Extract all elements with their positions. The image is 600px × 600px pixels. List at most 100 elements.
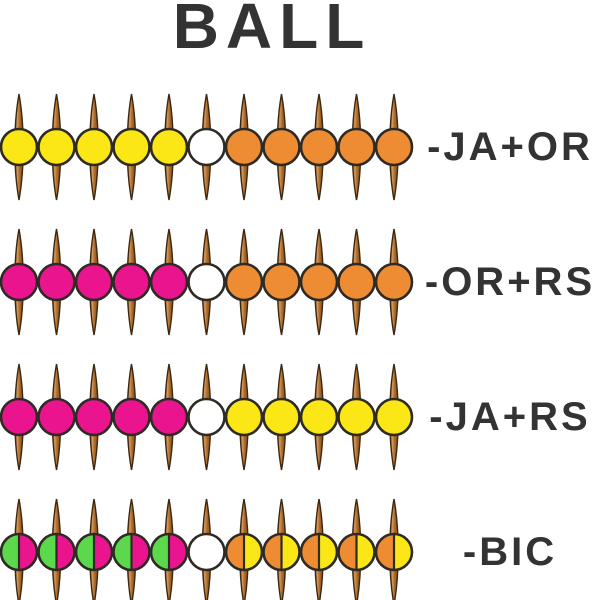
ball [149, 262, 189, 302]
ball [337, 127, 376, 167]
variant-label: -BIC [462, 530, 558, 574]
ball [74, 397, 114, 437]
ball-half-left [301, 534, 319, 570]
ball-half-left [376, 534, 394, 570]
ball-unit [112, 93, 151, 201]
ball-unit [74, 93, 114, 201]
ball-outline [74, 532, 114, 572]
ball [74, 127, 114, 167]
ball [149, 397, 189, 437]
ball [299, 397, 339, 437]
variant-row-ja-rs: -JA+RS [0, 357, 600, 477]
variant-row-or-rs: -OR+RS [0, 222, 600, 342]
ball-row-graphic [0, 228, 414, 336]
ball [262, 127, 301, 167]
ball-unit [262, 228, 301, 336]
ball-unit [337, 363, 376, 471]
ball-unit [262, 93, 301, 201]
ball-unit [224, 93, 264, 201]
ball-unit [0, 498, 39, 600]
ball [37, 262, 76, 302]
ball-row-graphic [0, 363, 414, 471]
ball-unit [74, 363, 114, 471]
ball-unit [74, 228, 114, 336]
ball-half-left [76, 534, 94, 570]
ball-half-left [1, 534, 19, 570]
ball [37, 397, 76, 437]
ball-unit [374, 363, 414, 471]
ball [374, 397, 414, 437]
ball [337, 262, 376, 302]
ball-outline [262, 532, 301, 572]
ball-unit [149, 363, 189, 471]
ball-unit [37, 228, 76, 336]
ball-half-left [338, 534, 357, 570]
ball-half-left [263, 534, 282, 570]
ball [187, 397, 226, 437]
ball [0, 262, 39, 302]
ball-unit [262, 363, 301, 471]
ball [37, 127, 76, 167]
ball-outline [224, 532, 264, 572]
ball-unit [187, 228, 226, 336]
ball-row-graphic [0, 498, 414, 600]
variant-label: -JA+RS [429, 395, 591, 439]
ball-unit [37, 93, 76, 201]
ball [299, 127, 339, 167]
ball [112, 127, 151, 167]
ball-unit [299, 228, 339, 336]
ball-unit [112, 498, 151, 600]
ball-outline [112, 532, 151, 572]
ball [0, 127, 39, 167]
ball-outline [374, 532, 414, 572]
ball-half-right [394, 534, 412, 570]
ball-outline [37, 532, 76, 572]
ball-outline [337, 532, 376, 572]
ball-unit [224, 498, 264, 600]
ball-unit [187, 363, 226, 471]
ball-unit [112, 363, 151, 471]
ball-half-right [94, 534, 112, 570]
variant-label: -OR+RS [424, 260, 596, 304]
ball-half-right [169, 534, 187, 570]
ball [187, 262, 226, 302]
ball [224, 397, 264, 437]
ball-half-left [226, 534, 244, 570]
ball-half-right [244, 534, 262, 570]
ball-unit [337, 498, 376, 600]
ball-half-left [38, 534, 57, 570]
ball [262, 397, 301, 437]
ball [262, 262, 301, 302]
ball-row-graphic [0, 93, 414, 201]
ball [149, 127, 189, 167]
ball-unit [224, 363, 264, 471]
ball-unit [149, 228, 189, 336]
ball-unit [374, 228, 414, 336]
ball-outline [299, 532, 339, 572]
ball-outline [0, 532, 39, 572]
ball [187, 532, 226, 572]
ball-unit [37, 363, 76, 471]
ball-half-right [319, 534, 337, 570]
ball [374, 262, 414, 302]
ball [74, 262, 114, 302]
ball-unit [74, 498, 114, 600]
ball [112, 262, 151, 302]
ball [224, 127, 264, 167]
ball-unit [224, 228, 264, 336]
ball-unit [374, 498, 414, 600]
ball [187, 127, 226, 167]
ball-half-right [356, 534, 375, 570]
ball-half-left [151, 534, 169, 570]
ball-unit [374, 93, 414, 201]
variant-label: -JA+OR [427, 125, 593, 169]
ball-unit [0, 363, 39, 471]
ball-unit [37, 498, 76, 600]
ball [224, 262, 264, 302]
ball-unit [337, 93, 376, 201]
ball-half-right [56, 534, 75, 570]
ball [337, 397, 376, 437]
ball [112, 397, 151, 437]
ball-unit [262, 498, 301, 600]
